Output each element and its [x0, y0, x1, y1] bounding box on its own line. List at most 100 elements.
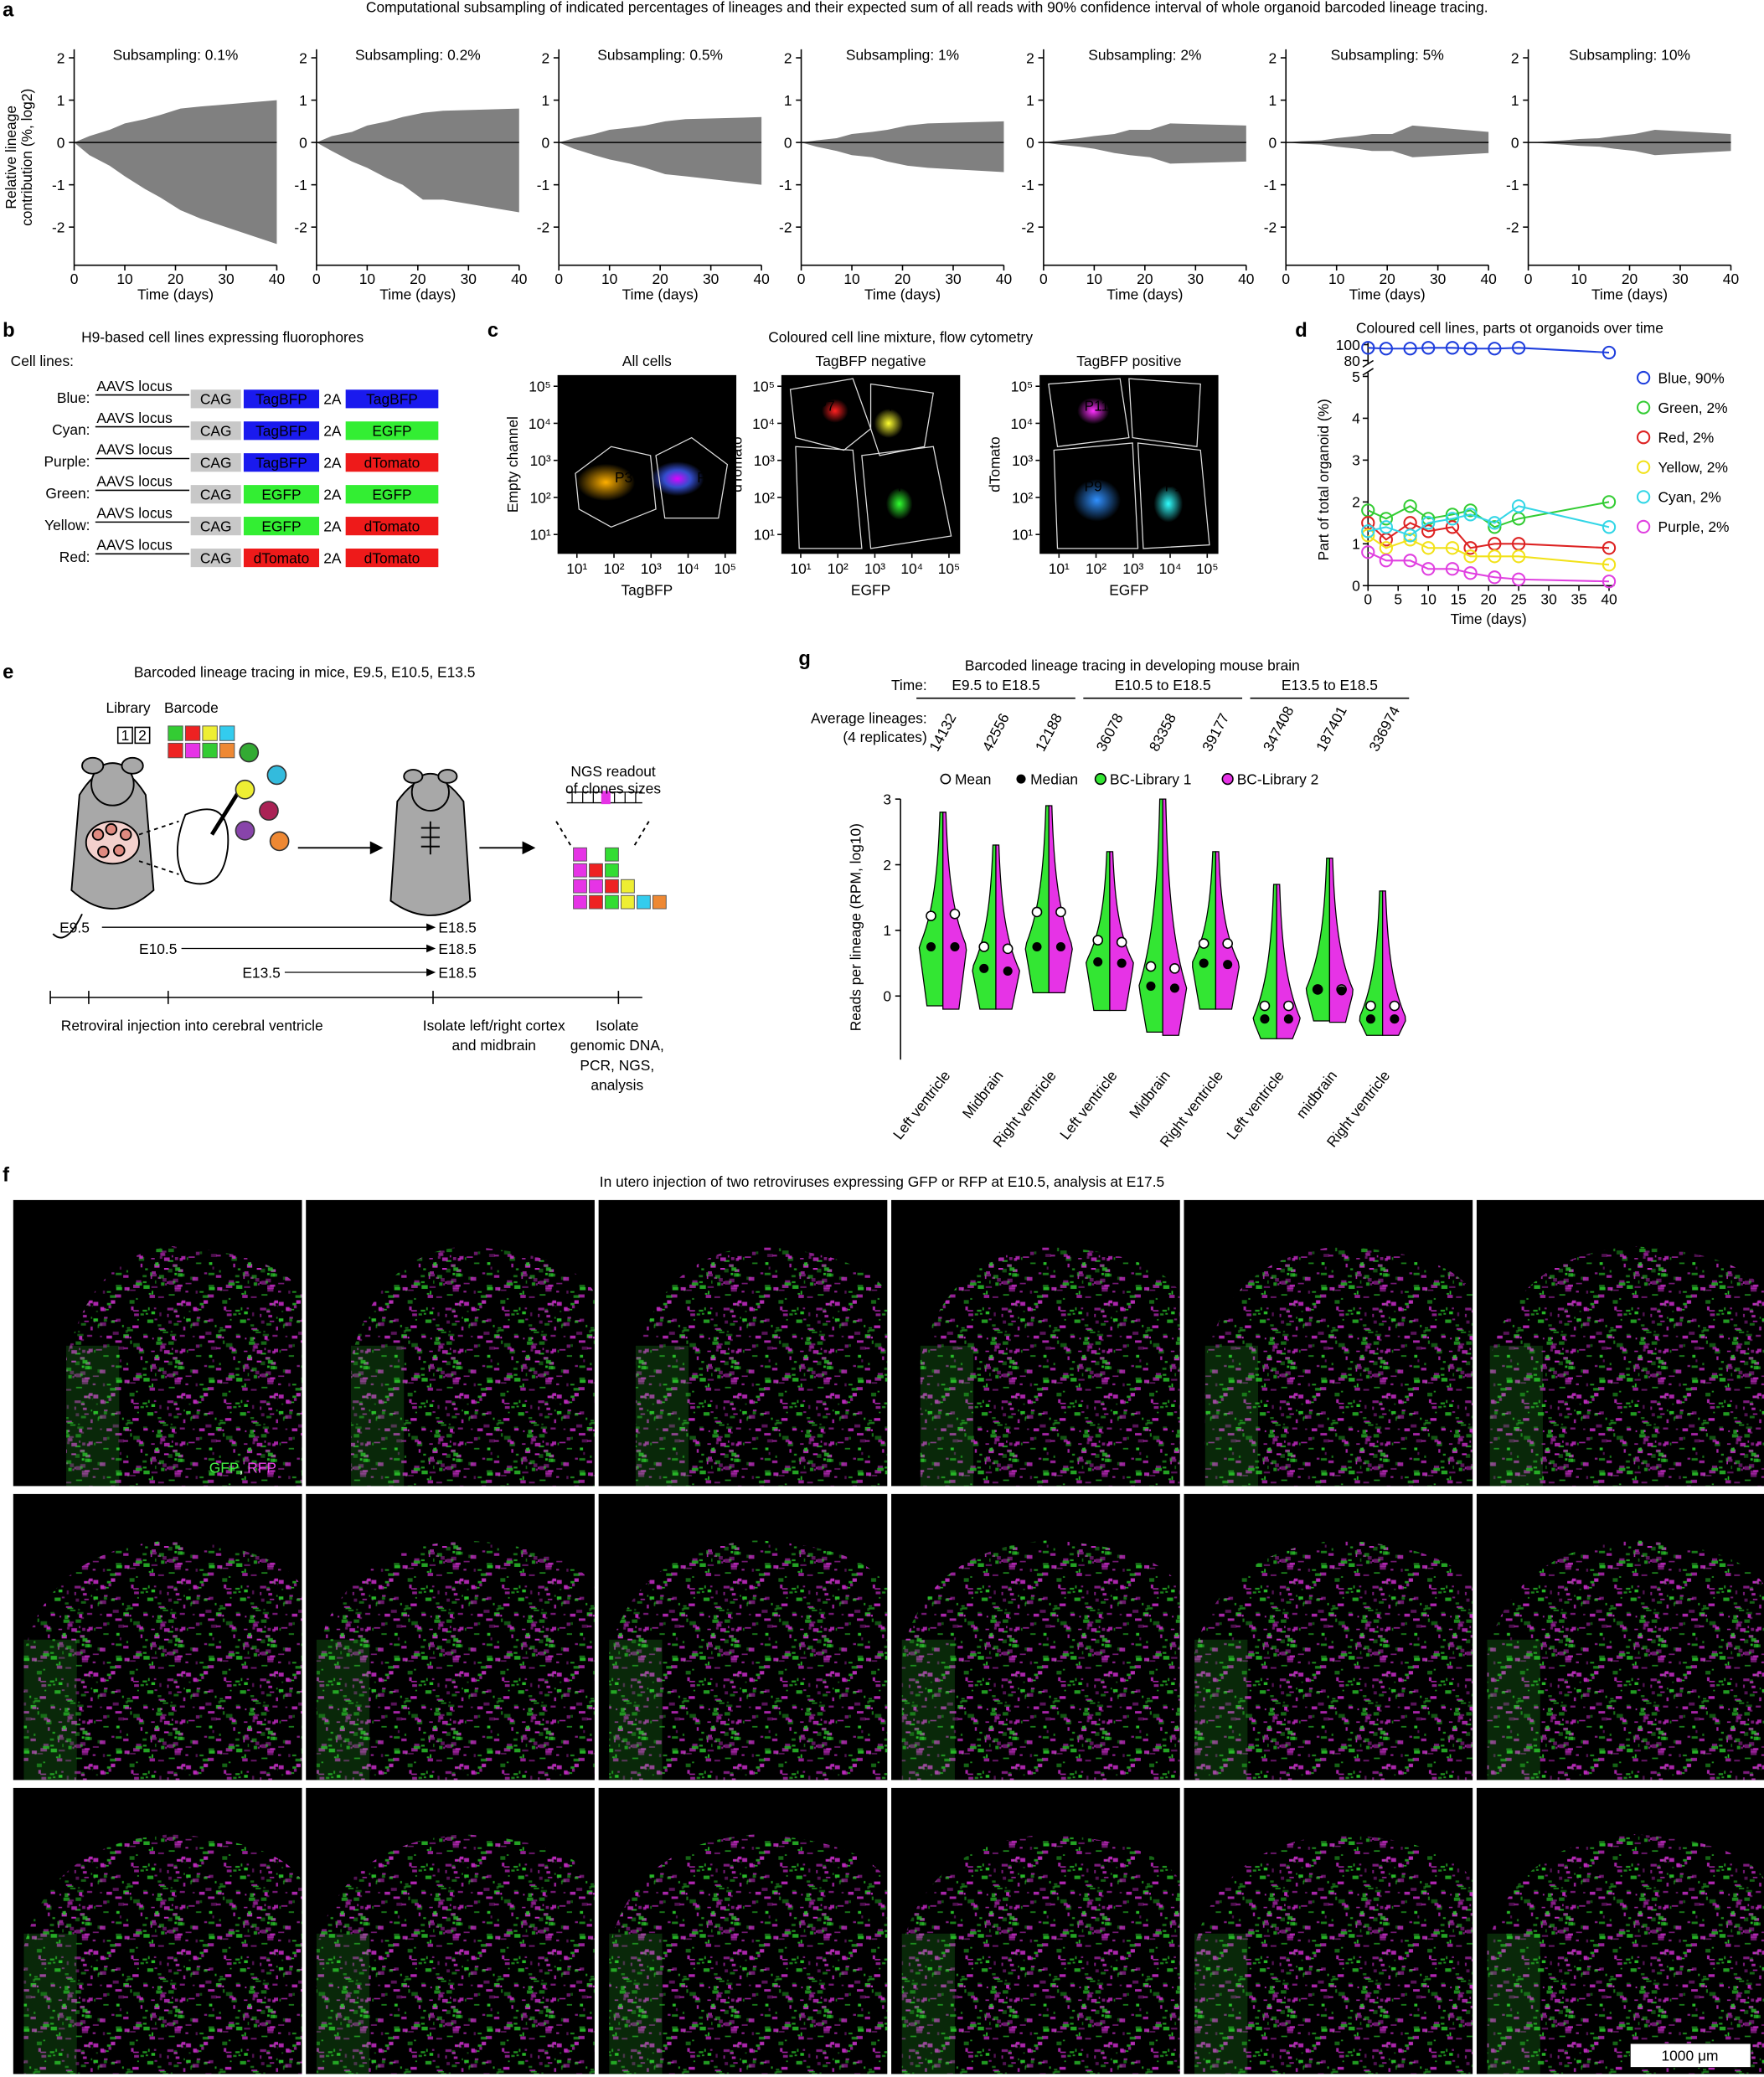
construct-label: CAG: [200, 423, 232, 440]
dna-barcode: [601, 791, 611, 805]
cell-population: [822, 399, 848, 423]
construct-label: CAG: [200, 518, 232, 534]
arrowhead: [522, 841, 536, 855]
y-tick-label: 1: [883, 922, 891, 939]
x-tick-label: 40: [511, 271, 527, 287]
x-axis-label: EGFP: [851, 581, 890, 598]
mean-marker: [1169, 963, 1180, 974]
zoom-line: [632, 821, 650, 848]
violin-half: [1328, 858, 1354, 1023]
series-line: [1368, 347, 1610, 354]
mean-marker: [1092, 935, 1104, 946]
mean-marker: [1198, 938, 1210, 949]
median-marker: [1055, 941, 1065, 952]
x-tick-label: 20: [410, 271, 426, 287]
tissue: [350, 1246, 595, 1487]
y-axis-label: dTomato: [728, 436, 745, 492]
legend-label: BC-Library 1: [1110, 770, 1192, 787]
y-tick-label: 10³: [530, 452, 551, 469]
barcode-colors: [168, 725, 235, 759]
channel-label: RFP: [247, 1460, 276, 1477]
median-marker: [926, 941, 936, 952]
y-tick-label: 0: [541, 134, 549, 151]
y-tick-label: 10¹: [1012, 527, 1033, 544]
construct-label: CAG: [200, 487, 232, 503]
embryo: [105, 822, 118, 836]
construct-label: CAG: [200, 455, 232, 472]
virus: [266, 765, 287, 786]
subplot-title: Subsampling: 10%: [1569, 47, 1690, 64]
legend-marker: [1636, 490, 1651, 504]
point: [1511, 572, 1526, 586]
panel-title: Coloured cell line mixture, flow cytomet…: [768, 328, 1033, 345]
y-tick-label: -1: [52, 177, 64, 193]
violin-half: [1215, 851, 1240, 1010]
x-tick-label: 35: [1571, 590, 1586, 607]
y-tick-label: 0: [57, 134, 65, 151]
cell-line-name: Blue:: [57, 389, 90, 406]
y-tick-label: -2: [1264, 219, 1277, 235]
tissue: [1204, 1246, 1473, 1487]
y-axis-label: Reads per lineage (RPM, log10): [848, 823, 864, 1031]
barcode-id-box: [116, 726, 133, 745]
point: [1379, 520, 1393, 534]
panel-letter: f: [3, 1165, 9, 1187]
clone-box: [573, 847, 587, 862]
y-tick-label: 10⁴: [529, 415, 551, 432]
point: [1445, 512, 1460, 526]
y-axis-label: Empty channel: [504, 416, 521, 513]
locus-label: AAVS locus: [96, 378, 173, 394]
mouse-ear: [437, 769, 458, 784]
x-tick-label: 5: [1394, 590, 1402, 607]
construct-box: [345, 517, 439, 536]
embryo: [91, 828, 105, 841]
gate-label: P12: [1165, 398, 1191, 415]
subplot-title: Subsampling: 0.2%: [355, 47, 481, 64]
y-tick-label: 1: [541, 92, 549, 109]
panel-title: In utero injection of two retroviruses e…: [600, 1173, 1164, 1190]
point: [1403, 499, 1417, 513]
x-axis-label: Time (days): [864, 286, 941, 303]
point: [1421, 341, 1436, 355]
x-tick-label: 30: [1672, 271, 1688, 287]
gate: [861, 446, 952, 549]
y-tick-label: 10³: [1012, 452, 1033, 469]
flow-plot: [557, 374, 737, 554]
timeline-end: E18.5: [438, 941, 476, 957]
point: [1445, 341, 1460, 355]
y-tick-label: -2: [1506, 219, 1519, 235]
tissue: [1194, 1540, 1473, 1781]
ventricle-band: [901, 1639, 955, 1781]
clone-box: [589, 894, 603, 910]
z-label: z = 480: [243, 1798, 291, 1815]
step-label: and midbrain: [452, 1037, 536, 1054]
mean-marker: [1031, 906, 1043, 918]
z-label: z = 300: [1122, 1210, 1169, 1227]
x-tick-label: 30: [945, 271, 961, 287]
y-tick-label: 2: [1511, 49, 1519, 66]
median-marker: [1223, 960, 1233, 970]
construct-box: [243, 549, 320, 568]
subplot-title: Subsampling: 5%: [1331, 47, 1444, 64]
embryo: [119, 828, 132, 841]
chart-title: Coloured cell lines, parts ot organoids …: [1356, 319, 1663, 336]
average-lineages: 347408: [1260, 704, 1297, 755]
x-tick-label: Left ventricle: [1056, 1067, 1120, 1142]
mouse-head: [90, 762, 135, 807]
gate-label: P11: [1085, 398, 1110, 415]
violin-half: [1138, 798, 1163, 1033]
x-tick-label: 10: [601, 271, 617, 287]
x-tick-label: 10: [843, 271, 859, 287]
ventricle-band: [1489, 1345, 1543, 1487]
step-label: genomic DNA,: [570, 1037, 664, 1054]
subplot-title: Subsampling: 0.1%: [113, 47, 239, 64]
violin-half: [1109, 851, 1134, 1012]
row-label: Time:: [891, 677, 927, 693]
panel-title: Barcoded lineage tracing in mice, E9.5, …: [134, 663, 476, 680]
virus: [269, 831, 290, 852]
x-tick-label: 10²: [603, 560, 624, 577]
x-tick-label: 10⁵: [938, 560, 961, 577]
clone-histogram: [573, 847, 667, 910]
row-label: (4 replicates): [843, 729, 926, 745]
barcode-box: [202, 742, 218, 759]
